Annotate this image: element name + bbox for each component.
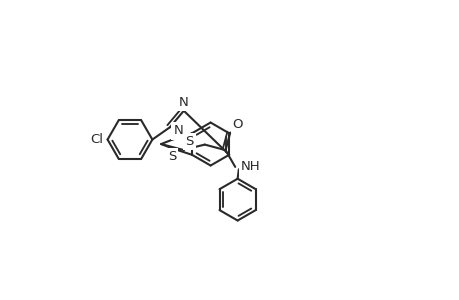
Text: NH: NH	[241, 160, 260, 173]
Text: S: S	[185, 135, 194, 148]
Text: N: N	[173, 124, 183, 137]
Text: N: N	[179, 96, 188, 109]
Text: O: O	[232, 118, 243, 131]
Text: Cl: Cl	[90, 133, 103, 146]
Text: S: S	[168, 150, 176, 163]
